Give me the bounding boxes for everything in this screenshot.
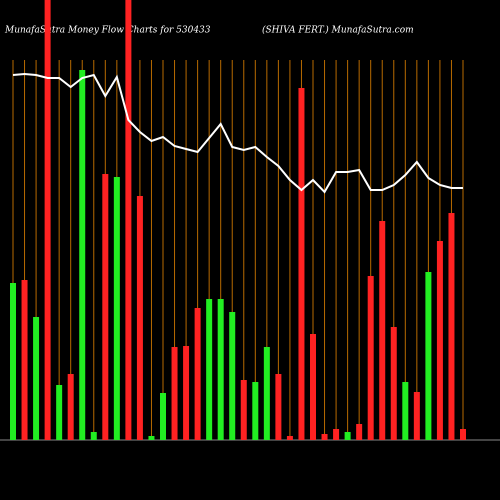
- bar: [460, 429, 466, 440]
- bar: [413, 392, 420, 440]
- bar: [67, 374, 74, 440]
- bar: [148, 436, 155, 440]
- bar: [402, 382, 409, 440]
- chart-title: MunafaSutra Money Flow Charts for 530433: [4, 26, 211, 36]
- bar: [194, 308, 201, 440]
- bar: [390, 327, 397, 440]
- bar: [56, 385, 63, 440]
- bar: [298, 88, 305, 440]
- bar: [310, 334, 316, 440]
- bar: [113, 177, 120, 440]
- bar: [333, 429, 340, 440]
- bar: [367, 276, 374, 440]
- bar: [286, 436, 293, 440]
- bar: [102, 174, 109, 440]
- bar: [275, 374, 282, 440]
- bar: [356, 424, 363, 440]
- bar: [425, 272, 432, 440]
- bar: [125, 0, 132, 440]
- bar: [229, 312, 236, 440]
- bar: [217, 299, 224, 440]
- bar: [252, 382, 259, 440]
- bar: [160, 393, 166, 440]
- bar: [321, 434, 328, 440]
- bar: [79, 70, 86, 440]
- bar: [344, 432, 351, 440]
- bar: [171, 347, 178, 440]
- chart-subtitle: (SHIVA FERT.) MunafaSutra.com: [262, 25, 414, 36]
- bar: [90, 432, 97, 440]
- bar: [44, 0, 51, 440]
- money-flow-line: [12, 72, 463, 194]
- bar: [436, 241, 443, 440]
- bar: [183, 346, 190, 440]
- bar: [206, 299, 213, 440]
- bar: [240, 380, 247, 440]
- bar: [448, 213, 455, 440]
- bar: [21, 280, 28, 440]
- bar: [136, 196, 143, 440]
- bar: [33, 317, 40, 440]
- bar: [263, 347, 270, 440]
- bar: [379, 221, 386, 440]
- bar: [10, 283, 16, 440]
